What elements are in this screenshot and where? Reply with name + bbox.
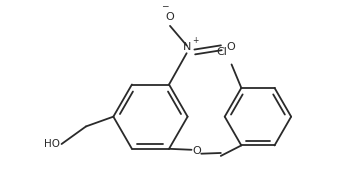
Text: −: −	[161, 1, 169, 10]
Text: +: +	[192, 36, 199, 45]
Text: O: O	[192, 146, 201, 156]
Text: HO: HO	[44, 139, 60, 149]
Text: O: O	[166, 12, 174, 22]
Text: Cl: Cl	[216, 47, 227, 57]
Text: O: O	[227, 42, 235, 52]
Text: N: N	[182, 42, 191, 52]
